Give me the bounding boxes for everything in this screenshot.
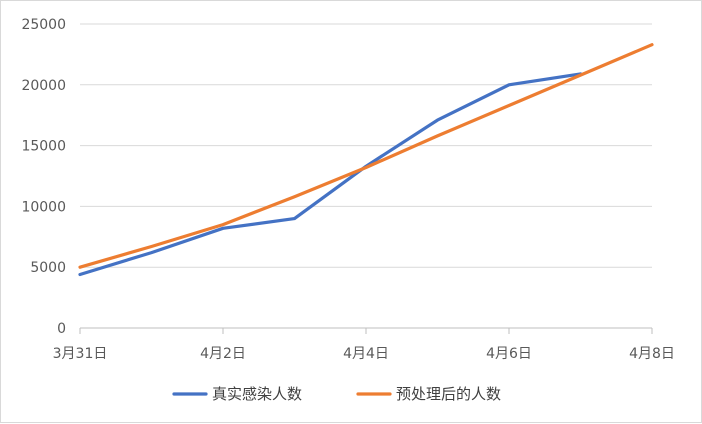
y-axis-ticks: 0 5000 10000 15000 20000 25000: [21, 17, 66, 337]
x-axis: [79, 327, 653, 334]
legend-label: 预处理后的人数: [396, 385, 501, 403]
x-tick-label: 4月6日: [486, 346, 532, 362]
x-tick-label: 4月8日: [629, 346, 675, 362]
legend-label: 真实感染人数: [212, 385, 302, 403]
series-line-real: [78, 72, 583, 277]
x-tick-label: 4月4日: [343, 346, 389, 362]
series-line-processed: [78, 43, 654, 269]
y-tick-label: 25000: [21, 17, 66, 33]
y-tick-label: 10000: [21, 199, 66, 215]
gridlines: [80, 23, 652, 268]
series-lines: [78, 43, 654, 277]
x-axis-ticks: 3月31日 4月2日 4月4日 4月6日 4月8日: [53, 346, 675, 362]
legend: 真实感染人数 预处理后的人数: [172, 385, 501, 403]
y-tick-label: 5000: [30, 260, 66, 276]
x-tick-label: 4月2日: [200, 346, 246, 362]
y-tick-label: 0: [57, 321, 66, 337]
x-tick-label: 3月31日: [53, 346, 108, 362]
y-tick-label: 15000: [21, 139, 66, 155]
y-tick-label: 20000: [21, 78, 66, 94]
